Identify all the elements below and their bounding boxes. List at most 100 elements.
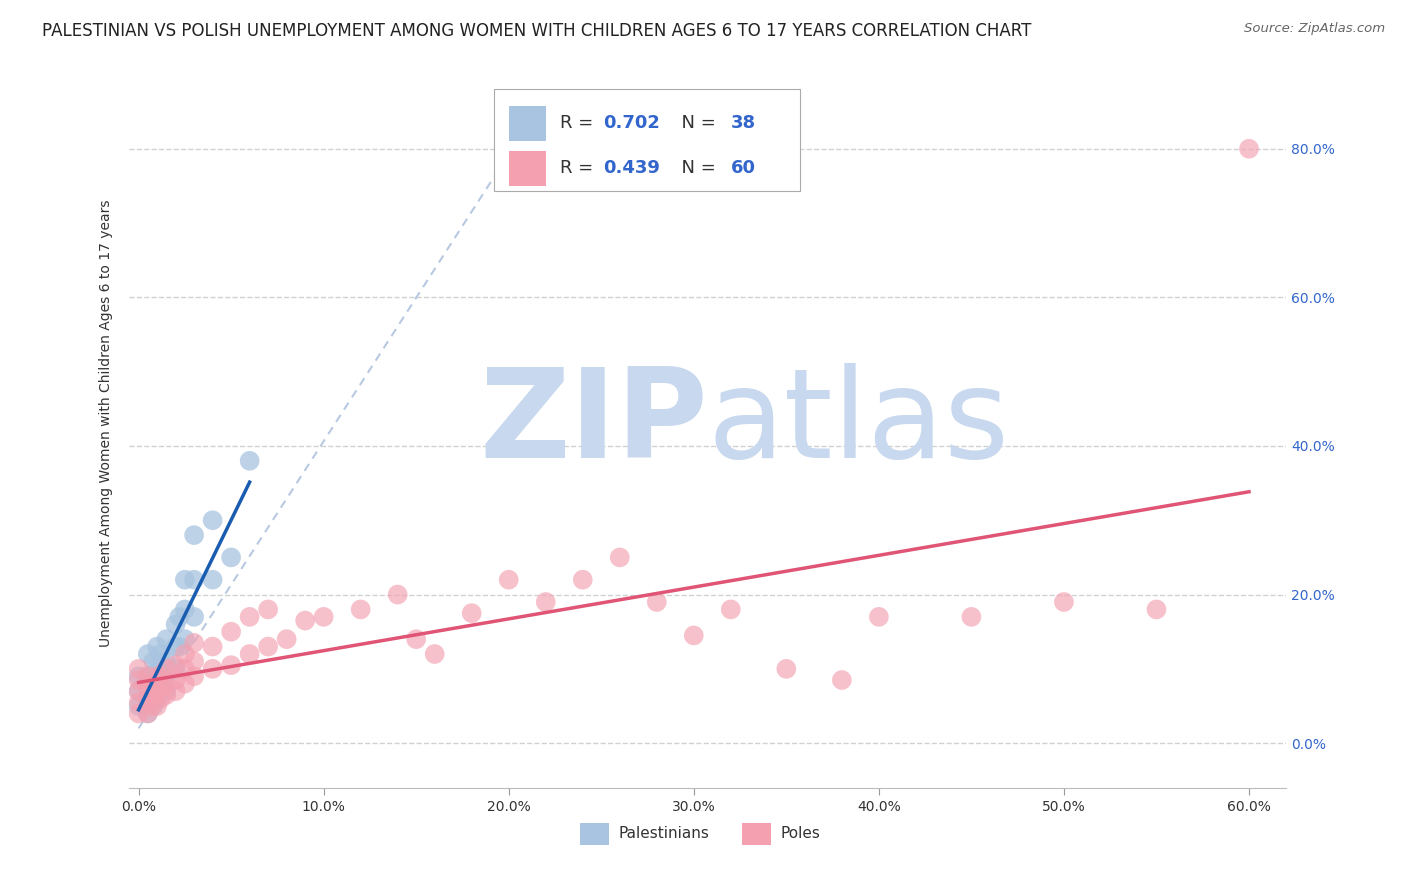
Point bbox=[571, 573, 593, 587]
Point bbox=[173, 677, 195, 691]
Point bbox=[350, 602, 373, 616]
Point bbox=[128, 695, 150, 709]
Point bbox=[146, 677, 169, 691]
Point bbox=[183, 573, 205, 587]
Point bbox=[173, 662, 195, 676]
Text: R =: R = bbox=[560, 159, 599, 178]
Text: Poles: Poles bbox=[780, 826, 821, 841]
Point bbox=[609, 550, 631, 565]
Point bbox=[294, 614, 316, 628]
Point bbox=[149, 691, 172, 706]
Point bbox=[169, 610, 191, 624]
Point bbox=[173, 632, 195, 647]
Point bbox=[149, 677, 172, 691]
Point bbox=[142, 684, 165, 698]
Point bbox=[1237, 142, 1260, 156]
Point bbox=[141, 688, 163, 702]
Point bbox=[201, 640, 224, 654]
Point bbox=[720, 602, 742, 616]
Point bbox=[155, 688, 177, 702]
Point bbox=[149, 681, 172, 695]
Point bbox=[239, 647, 262, 661]
Point bbox=[775, 662, 797, 676]
Point bbox=[155, 684, 177, 698]
Point bbox=[201, 513, 224, 527]
Text: N =: N = bbox=[669, 159, 721, 178]
Text: 60: 60 bbox=[731, 159, 756, 178]
Point bbox=[405, 632, 427, 647]
Point bbox=[136, 669, 159, 683]
Point bbox=[219, 658, 242, 673]
Point bbox=[498, 573, 520, 587]
Point bbox=[201, 662, 224, 676]
Point bbox=[960, 610, 983, 624]
Point bbox=[146, 684, 169, 698]
Point bbox=[149, 669, 172, 683]
Bar bbox=[509, 105, 546, 141]
Point bbox=[165, 673, 187, 687]
Point bbox=[165, 617, 187, 632]
Point bbox=[155, 662, 177, 676]
Point bbox=[169, 640, 191, 654]
Point bbox=[136, 681, 159, 695]
Text: Palestinians: Palestinians bbox=[619, 826, 710, 841]
FancyBboxPatch shape bbox=[494, 88, 800, 191]
Point bbox=[128, 669, 150, 683]
Point bbox=[141, 698, 163, 713]
Point bbox=[136, 695, 159, 709]
Point bbox=[155, 669, 177, 683]
Point bbox=[219, 550, 242, 565]
Point bbox=[312, 610, 335, 624]
Point bbox=[276, 632, 298, 647]
Point bbox=[460, 606, 482, 620]
Point bbox=[128, 698, 150, 713]
Point bbox=[183, 669, 205, 683]
Point bbox=[128, 662, 150, 676]
Point bbox=[146, 669, 169, 683]
Point bbox=[239, 454, 262, 468]
Point bbox=[219, 624, 242, 639]
Point bbox=[142, 655, 165, 669]
Point bbox=[183, 655, 205, 669]
Point bbox=[136, 647, 159, 661]
Point bbox=[423, 647, 446, 661]
Point bbox=[146, 640, 169, 654]
Point bbox=[257, 640, 280, 654]
Point bbox=[183, 528, 205, 542]
Bar bbox=[509, 151, 546, 186]
Point bbox=[141, 677, 163, 691]
Text: 0.702: 0.702 bbox=[603, 114, 661, 132]
Point bbox=[387, 588, 409, 602]
Bar bbox=[742, 822, 772, 845]
Point bbox=[149, 647, 172, 661]
Text: atlas: atlas bbox=[707, 363, 1010, 484]
Point bbox=[165, 658, 187, 673]
Point bbox=[534, 595, 557, 609]
Point bbox=[136, 684, 159, 698]
Point bbox=[155, 655, 177, 669]
Point bbox=[183, 636, 205, 650]
Point bbox=[128, 706, 150, 721]
Point bbox=[173, 647, 195, 661]
Point bbox=[136, 706, 159, 721]
Point bbox=[201, 573, 224, 587]
Point bbox=[173, 602, 195, 616]
Point bbox=[868, 610, 890, 624]
Bar bbox=[581, 822, 609, 845]
Text: ZIP: ZIP bbox=[479, 363, 707, 484]
Point bbox=[165, 662, 187, 676]
Point bbox=[128, 673, 150, 687]
Point bbox=[136, 691, 159, 706]
Y-axis label: Unemployment Among Women with Children Ages 6 to 17 years: Unemployment Among Women with Children A… bbox=[100, 200, 114, 648]
Point bbox=[155, 632, 177, 647]
Point bbox=[165, 684, 187, 698]
Text: Source: ZipAtlas.com: Source: ZipAtlas.com bbox=[1244, 22, 1385, 36]
Point bbox=[142, 669, 165, 683]
Point bbox=[239, 610, 262, 624]
Point bbox=[645, 595, 668, 609]
Point bbox=[1146, 602, 1168, 616]
Point bbox=[155, 677, 177, 691]
Text: 38: 38 bbox=[731, 114, 756, 132]
Point bbox=[682, 628, 704, 642]
Point bbox=[146, 698, 169, 713]
